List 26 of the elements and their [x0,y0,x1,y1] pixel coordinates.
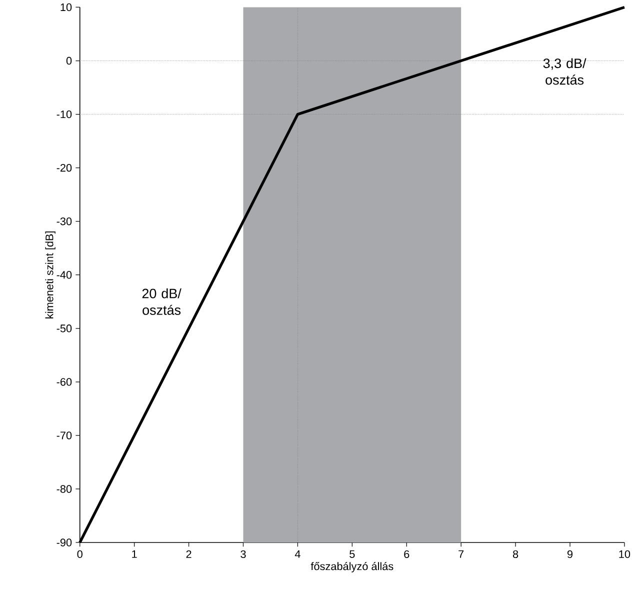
x-tick-label: 3 [240,550,246,558]
y-tick-label: -50 [56,324,72,332]
x-tick-label: 7 [458,550,464,558]
x-tick-label: 8 [512,550,518,558]
annotation: 3,3 dB/ osztás [543,58,586,85]
y-tick-label: -60 [56,378,72,386]
x-tick-label: 10 [619,550,630,558]
x-tick-label: 2 [186,550,192,558]
y-tick-label: -30 [56,218,72,226]
x-tick-label: 0 [77,550,82,558]
y-tick-label: -90 [56,538,72,547]
x-tick-label: 5 [350,550,355,558]
x-tick-label: 1 [132,550,137,558]
y-tick-label: -10 [56,110,72,118]
x-tick-label: 9 [567,550,572,558]
y-tick-label: -80 [56,485,72,494]
x-tick-label: 6 [404,550,410,558]
y-tick-label: 0 [66,57,72,65]
annotation: 20 dB/ osztás [142,288,182,316]
y-tick-label: 10 [60,4,72,12]
y-axis-title: kimeneti szint [dB] [45,232,56,319]
y-tick-label: -40 [56,271,72,279]
x-tick-label: 4 [294,550,300,558]
y-tick-label: -20 [56,164,72,172]
x-axis-title: főszabályzó állás [310,562,394,573]
y-tick-label: -70 [56,432,72,440]
